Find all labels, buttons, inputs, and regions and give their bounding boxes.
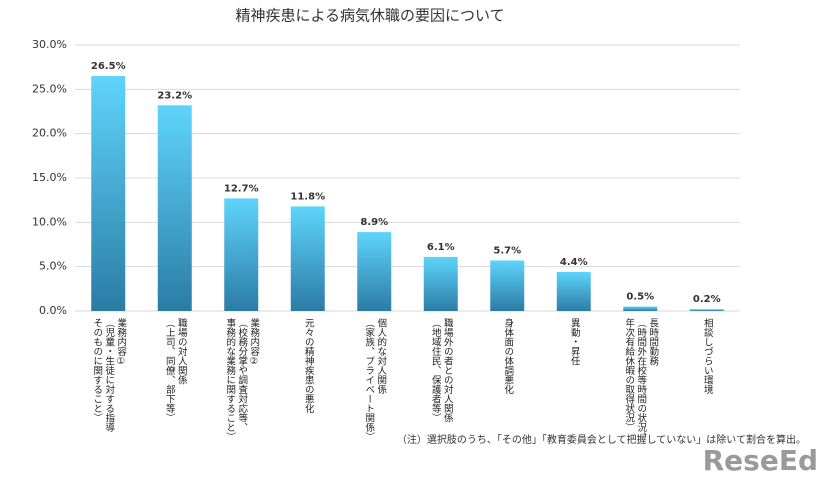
x-tick-label: 異動・昇任	[568, 318, 580, 366]
x-tick-label: 業務内容② （校務分掌や調査対応等、 事務的な業務に関すること）	[224, 318, 260, 442]
x-tick-label: 身体面の体調悪化	[502, 318, 514, 394]
value-label: 12.7%	[224, 183, 259, 194]
value-label: 8.9%	[360, 217, 388, 228]
y-tick-label: 0.0%	[39, 304, 67, 317]
y-tick-label: 20.0%	[32, 127, 67, 140]
bar	[623, 306, 658, 311]
logo: ReseEd	[703, 444, 818, 477]
value-label: 0.2%	[693, 294, 721, 305]
bar	[157, 105, 192, 311]
value-label: 5.7%	[493, 245, 521, 256]
value-label: 23.2%	[157, 90, 192, 101]
value-label: 26.5%	[91, 61, 126, 72]
y-tick-label: 30.0%	[32, 38, 67, 51]
x-tick-label: 職場外の者との対人関係 （地域住民、保護者等）	[429, 318, 453, 423]
x-tick-label: 業務内容① （児童・生徒に対する指導 そのものに関すること）	[91, 318, 127, 432]
x-tick-label: 職場の対人関係 （上司、同僚、部下等）	[163, 318, 187, 423]
bar	[689, 309, 724, 311]
y-tick-label: 25.0%	[32, 82, 67, 95]
x-tick-label: 相談しづらい環境	[701, 318, 713, 394]
chart-title: 精神疾患による病気休職の要因について	[235, 7, 504, 25]
bar	[423, 256, 458, 311]
x-tick-label: 個人的な対人関係 （家族、プライベート関係）	[363, 318, 387, 442]
value-label: 4.4%	[560, 257, 588, 268]
note: （注）選択肢のうち、「その他」「教育委員会として把握していない」は除いて割合を算…	[397, 433, 806, 446]
x-tick-label: 長時間勤務 （時間外在校等時間の状況、 年次有給休暇の取得状況）	[623, 318, 659, 442]
bar	[490, 260, 525, 311]
y-tick-label: 15.0%	[32, 171, 67, 184]
y-tick-label: 5.0%	[39, 260, 67, 273]
bar	[556, 271, 591, 311]
bar	[357, 232, 392, 311]
value-label: 0.5%	[626, 292, 654, 303]
x-tick-label: 元々の精神疾患の悪化	[302, 318, 314, 413]
bar	[224, 198, 259, 311]
bar	[91, 76, 126, 312]
value-label: 6.1%	[427, 242, 455, 253]
bar	[290, 206, 325, 311]
y-tick-label: 10.0%	[32, 215, 67, 228]
value-label: 11.8%	[290, 191, 325, 202]
